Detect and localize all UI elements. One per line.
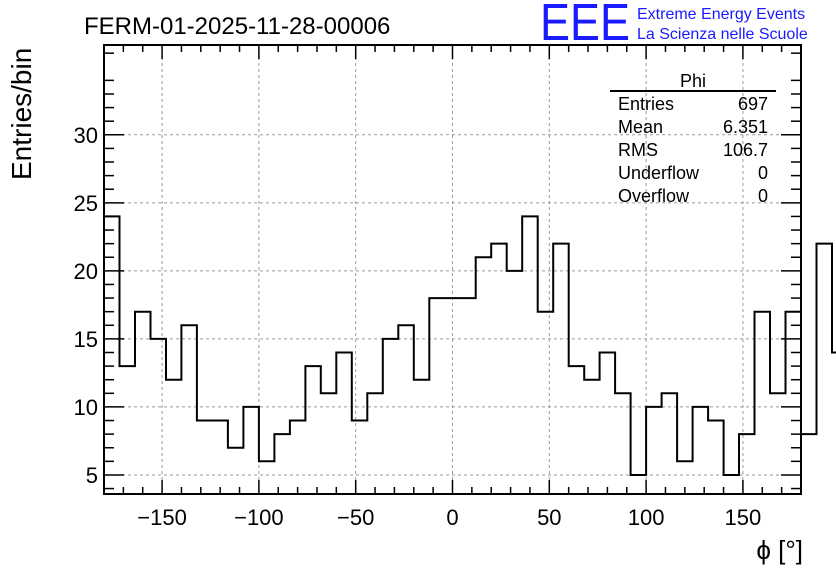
histogram-bin bbox=[662, 393, 677, 494]
histogram-bin bbox=[398, 325, 413, 494]
y-tick-label: 20 bbox=[74, 259, 98, 284]
histogram-bin bbox=[228, 448, 243, 494]
histogram-bin bbox=[352, 421, 367, 494]
stats-value: 6.351 bbox=[723, 117, 768, 137]
histogram-bin bbox=[832, 352, 836, 494]
histogram-bin bbox=[321, 393, 336, 494]
x-tick-label: −100 bbox=[234, 505, 284, 530]
histogram-bin bbox=[181, 325, 196, 494]
x-tick-label: 100 bbox=[628, 505, 665, 530]
histogram-bin bbox=[739, 434, 754, 494]
y-tick-label: 25 bbox=[74, 191, 98, 216]
histogram-bin bbox=[693, 407, 708, 494]
x-tick-label: −50 bbox=[337, 505, 374, 530]
histogram-bin bbox=[708, 421, 723, 494]
histogram-bin bbox=[724, 475, 739, 494]
histogram-bin bbox=[816, 244, 831, 494]
x-tick-label: −150 bbox=[137, 505, 187, 530]
histogram-bin bbox=[150, 339, 165, 494]
x-tick-label: 150 bbox=[725, 505, 762, 530]
histogram-bin bbox=[290, 421, 305, 494]
histogram-bin bbox=[569, 366, 584, 494]
logo-subtitle-1: Extreme Energy Events bbox=[637, 6, 805, 23]
y-tick-label: 5 bbox=[86, 463, 98, 488]
stats-label: Mean bbox=[618, 117, 663, 137]
histogram-bin bbox=[631, 475, 646, 494]
x-axis-label: ϕ [°] bbox=[756, 535, 803, 565]
y-tick-label: 10 bbox=[74, 395, 98, 420]
histogram-bin bbox=[491, 244, 506, 494]
histogram-bin bbox=[135, 312, 150, 494]
stats-box: Phi Entries 697 Mean 6.351 RMS 106.7 Und… bbox=[610, 71, 776, 206]
tick-labels: −150 −100 −50 0 50 100 150 5 10 15 20 25 30 bbox=[74, 123, 762, 530]
histogram-bin bbox=[460, 298, 475, 494]
histogram-bin bbox=[553, 244, 568, 494]
stats-value: 106.7 bbox=[723, 140, 768, 160]
histogram-bin bbox=[445, 298, 460, 494]
histogram-bin bbox=[305, 366, 320, 494]
histogram-bin bbox=[336, 352, 351, 494]
y-tick-label: 30 bbox=[74, 123, 98, 148]
histogram-bin bbox=[197, 421, 212, 494]
histogram-series bbox=[104, 215, 836, 494]
histogram-bin bbox=[104, 216, 119, 494]
axis-ticks bbox=[104, 45, 801, 494]
histogram-bin bbox=[166, 380, 181, 494]
histogram-bin bbox=[367, 393, 382, 494]
x-tick-label: 50 bbox=[537, 505, 561, 530]
histogram-bin bbox=[243, 407, 258, 494]
y-axis-label: Entries/bin bbox=[6, 48, 37, 180]
histogram-bin bbox=[755, 312, 770, 494]
x-tick-label: 0 bbox=[446, 505, 458, 530]
histogram-bin bbox=[584, 380, 599, 494]
stats-label: RMS bbox=[618, 140, 658, 160]
eee-logo: EEE bbox=[540, 0, 630, 52]
histogram-bin bbox=[212, 421, 227, 494]
histogram-bin bbox=[429, 298, 444, 494]
histogram-bin bbox=[259, 461, 274, 494]
histogram-bin bbox=[476, 257, 491, 494]
histogram-bin bbox=[522, 216, 537, 494]
histogram-bin bbox=[801, 434, 816, 494]
stats-value: 0 bbox=[758, 163, 768, 183]
histogram-bin bbox=[538, 312, 553, 494]
histogram-bin bbox=[770, 393, 785, 494]
histogram-bin bbox=[615, 393, 630, 494]
histogram-bin bbox=[274, 434, 289, 494]
histogram-bin bbox=[414, 380, 429, 494]
stats-label: Entries bbox=[618, 94, 674, 114]
histogram-line bbox=[104, 215, 836, 476]
stats-label: Underflow bbox=[618, 163, 700, 183]
chart-title: FERM-01-2025-11-28-00006 bbox=[84, 13, 390, 40]
histogram-bin bbox=[507, 271, 522, 494]
stats-label: Overflow bbox=[618, 186, 690, 206]
y-tick-label: 15 bbox=[74, 327, 98, 352]
grid-lines bbox=[104, 45, 801, 494]
histogram-bin bbox=[383, 339, 398, 494]
logo-subtitle-2: La Scienza nelle Scuole bbox=[637, 26, 808, 43]
stats-title: Phi bbox=[680, 71, 706, 91]
histogram-bin bbox=[646, 407, 661, 494]
stats-value: 0 bbox=[758, 186, 768, 206]
stats-value: 697 bbox=[738, 94, 768, 114]
histogram-bin bbox=[600, 352, 615, 494]
